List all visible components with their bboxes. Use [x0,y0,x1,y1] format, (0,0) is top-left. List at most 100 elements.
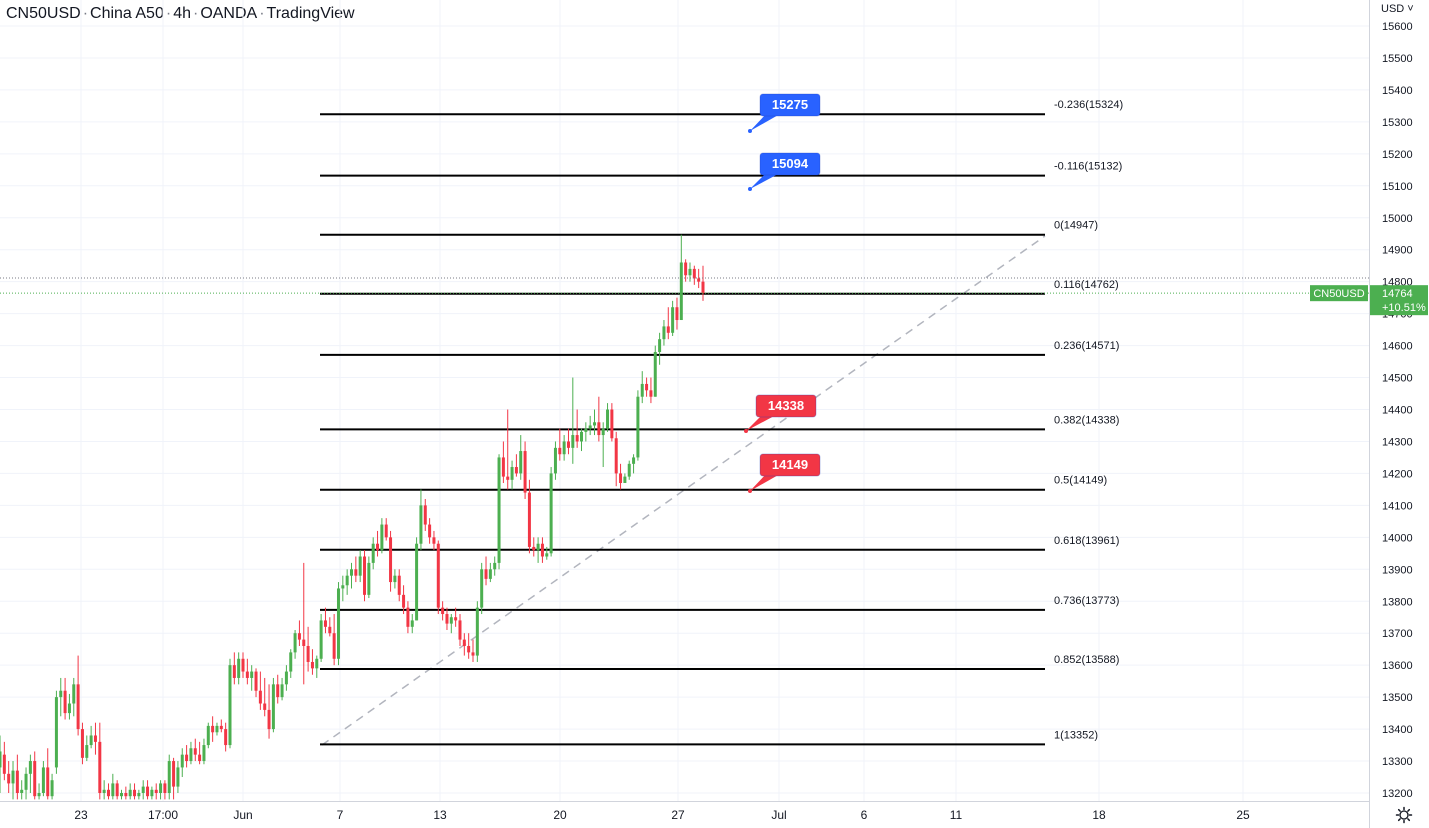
candle [432,530,436,551]
candle-body [185,754,189,762]
candle-body [553,447,557,474]
candle-body [393,575,397,583]
price-callout[interactable]: 15275 [748,93,821,133]
candle-body [462,639,466,646]
candle [684,259,688,282]
candle-body [436,543,440,608]
price-callout[interactable]: 14338 [744,394,817,433]
candle-body [159,783,163,793]
gear-icon[interactable] [1395,806,1413,824]
candle-body [141,786,145,793]
candle-body [284,671,288,685]
trendline-dashed[interactable] [321,235,1046,746]
candle [415,537,419,621]
candle [341,575,345,602]
candle [532,537,536,557]
candle [328,617,332,637]
candle [397,569,401,602]
interval-label[interactable]: 4h [173,5,191,22]
symbol-badge-label: CN50USD [1313,288,1364,300]
candle-body [289,652,293,672]
time-tick-label: 13 [433,808,447,822]
candle [141,780,145,800]
candle [211,716,215,742]
candle-body [527,492,531,547]
candle [336,582,340,666]
candle [323,607,327,634]
candle [137,789,141,800]
price-tick-label: 13900 [1382,564,1413,576]
fib-level-label: 0.116(14762) [1054,279,1119,291]
candle-body [193,748,197,755]
symbol-code[interactable]: CN50USD [6,5,81,22]
price-badge-value: 14764 [1382,288,1413,300]
candle [584,422,588,442]
candle [445,607,449,631]
callout-box [759,93,821,117]
candle-body [371,543,375,563]
candle-body [397,575,401,595]
candle-body [445,614,449,624]
candle [120,789,124,800]
candle [662,320,666,346]
candle [332,614,336,666]
candle [306,626,310,672]
price-callout[interactable]: 15094 [748,152,821,191]
price-tick-label: 15200 [1382,149,1413,161]
candle [449,614,453,634]
time-tick-label: 6 [861,808,868,822]
callout-anchor [748,129,752,133]
candle-body [549,473,553,554]
time-tick-label: Jul [771,808,786,822]
price-callout[interactable]: 14149 [748,453,821,493]
chevron-down-icon: ˅ [1404,3,1414,15]
fib-level-label: 0.736(13773) [1054,595,1119,607]
candle-body [15,770,19,793]
candle [215,722,219,736]
candle-body [89,735,93,746]
candle [640,371,644,404]
candle-body [245,671,249,678]
candle [558,428,562,461]
candle [176,761,180,793]
fib-retracement[interactable]: -0.236(15324) -0.116(15132) 0(14947) 0.116(… [320,99,1123,746]
candle [441,601,445,621]
candle [384,518,388,541]
candle [280,677,284,701]
candle [128,783,132,800]
candle-body [202,745,206,762]
candle [501,441,505,484]
price-tick-label: 15600 [1382,21,1413,33]
candle-body [341,585,345,589]
candle [402,585,406,615]
price-tick-label: 13400 [1382,724,1413,736]
candle-body [632,457,636,464]
price-tick-label: 14600 [1382,341,1413,353]
candle [28,754,32,793]
candle-body [354,569,358,576]
candle [0,735,2,793]
candle [376,530,380,557]
candle [566,428,570,455]
candle-body [128,789,132,797]
platform-label: TradingView [266,5,355,22]
candle [284,665,288,691]
candle [597,396,601,442]
candle [389,530,393,592]
currency-selector[interactable]: USD ˅ [1381,3,1414,15]
candle [310,649,314,675]
candle [7,761,11,793]
candle [224,722,228,752]
candle [293,630,297,659]
symbol-badge-bg [1310,285,1368,302]
callouts[interactable]: 15275 15094 14338 14149 [744,93,821,493]
candle-body [85,745,89,758]
trendline[interactable] [321,235,1046,746]
candle-body [640,383,644,397]
candle [59,677,63,717]
candle [610,403,614,442]
candle-body [323,620,327,627]
candle-body [501,457,505,477]
candle-body [98,741,102,793]
